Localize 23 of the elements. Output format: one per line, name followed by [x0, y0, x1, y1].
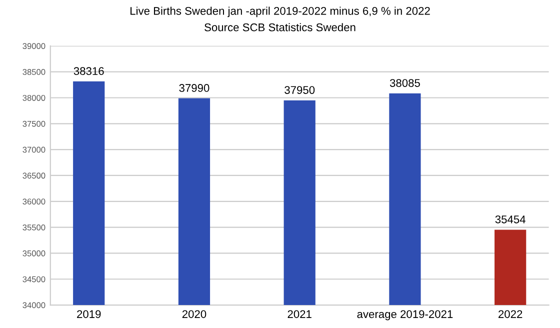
y-tick-label: 38500	[22, 69, 46, 75]
data-label: 38085	[390, 79, 420, 87]
x-tick-label: 2019	[77, 310, 101, 318]
y-tick-label: 34500	[22, 276, 46, 282]
chart-title: Live Births Sweden jan -april 2019-2022 minus 6,9 % in 2022	[130, 6, 430, 18]
y-tick-label: 35000	[22, 250, 46, 256]
x-tick-label: 2021	[288, 310, 312, 318]
x-tick-label: 2020	[182, 310, 206, 318]
y-tick-label: 35500	[22, 224, 46, 230]
data-label: 37950	[284, 86, 315, 94]
data-label: 37990	[179, 84, 210, 92]
y-tick-label: 36000	[22, 198, 46, 204]
chart-subtitle: Source SCB Statistics Sweden	[204, 23, 356, 32]
y-tick-label: 38000	[22, 94, 46, 101]
y-tick-label: 34000	[22, 302, 46, 308]
y-tick-label: 36500	[22, 172, 46, 179]
x-tick-label: 2022	[498, 310, 522, 318]
x-tick-label: average 2019-2021	[357, 310, 453, 320]
y-tick-label: 37500	[22, 120, 46, 127]
y-tick-label: 39000	[22, 43, 46, 50]
data-label: 38316	[74, 67, 104, 76]
y-tick-label: 37000	[22, 146, 46, 153]
data-label: 35454	[495, 215, 526, 224]
